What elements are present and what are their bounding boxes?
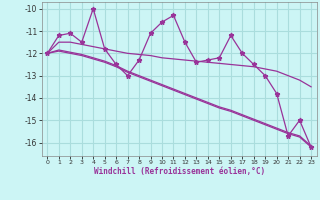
X-axis label: Windchill (Refroidissement éolien,°C): Windchill (Refroidissement éolien,°C) xyxy=(94,167,265,176)
